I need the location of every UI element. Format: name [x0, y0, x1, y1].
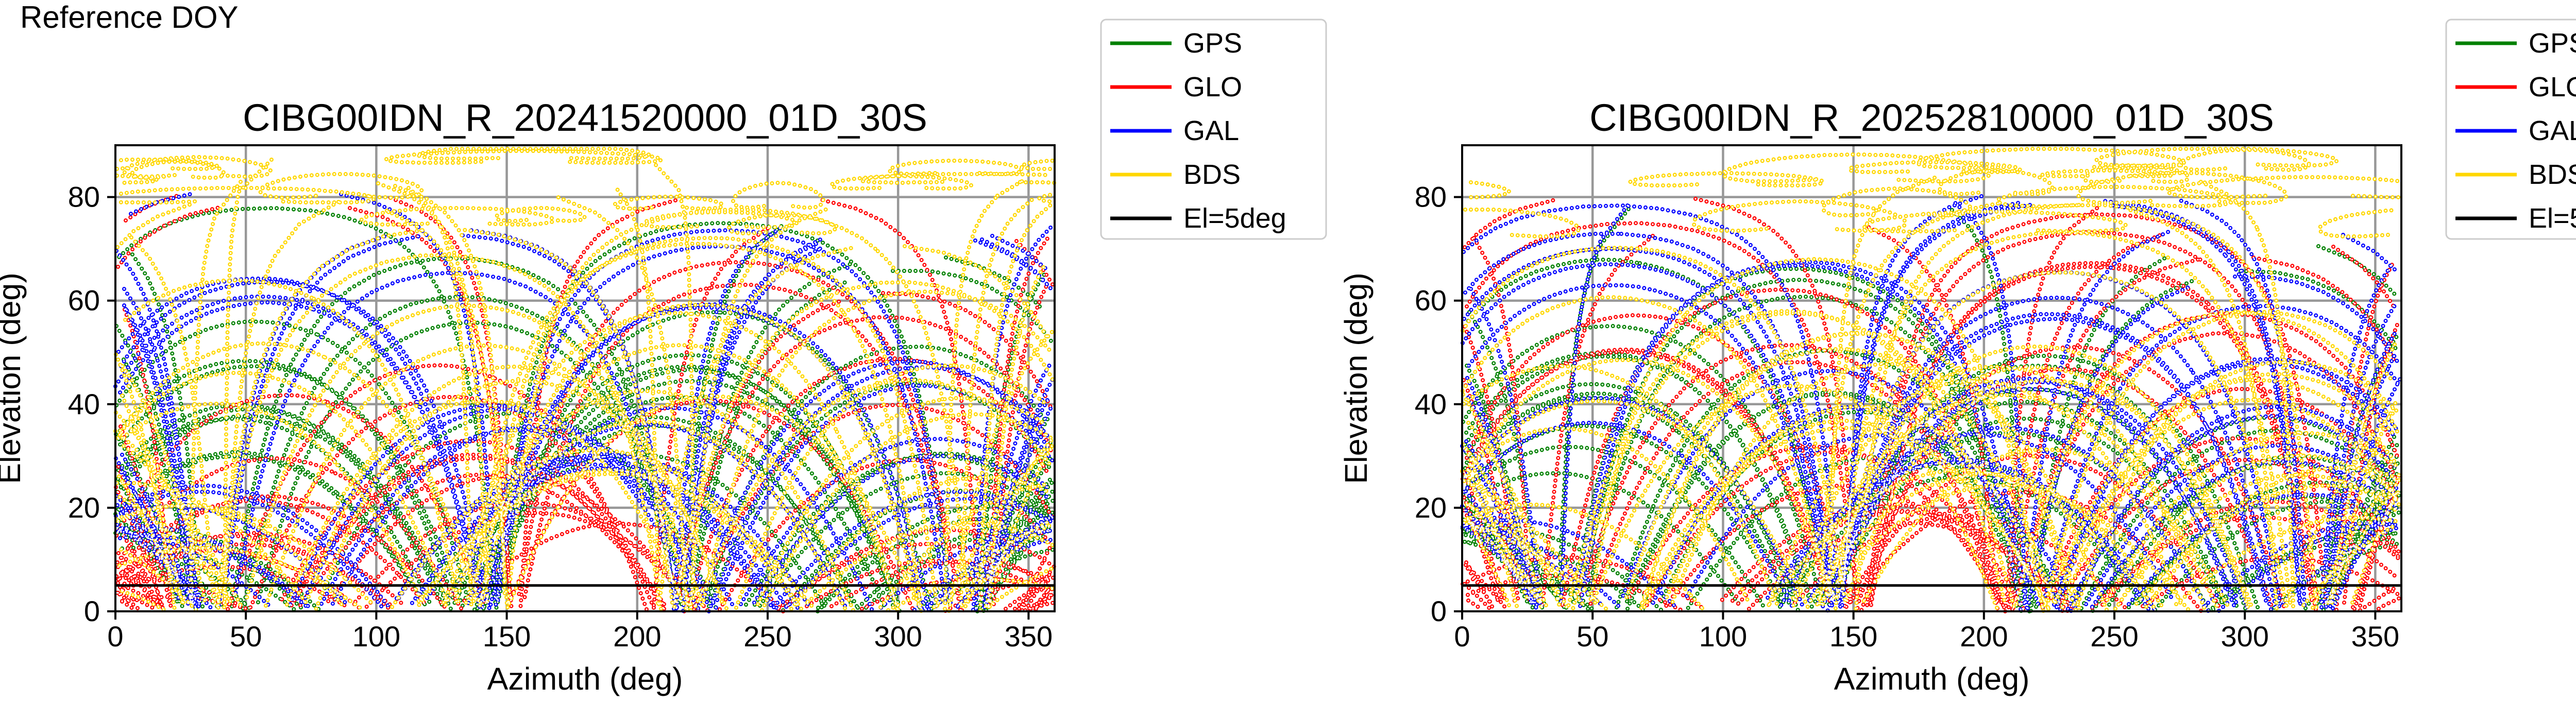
svg-text:GLO: GLO — [1183, 72, 1242, 102]
svg-text:CIBG00IDN_R_20241520000_01D_30: CIBG00IDN_R_20241520000_01D_30S — [243, 96, 927, 139]
svg-text:150: 150 — [1829, 620, 1877, 653]
svg-text:60: 60 — [68, 284, 100, 317]
svg-text:GAL: GAL — [2529, 115, 2576, 146]
svg-text:100: 100 — [1699, 620, 1747, 653]
svg-text:200: 200 — [1960, 620, 2008, 653]
svg-text:El=5deg: El=5deg — [1183, 203, 1286, 234]
svg-text:0: 0 — [1454, 620, 1470, 653]
svg-text:20: 20 — [68, 491, 100, 524]
svg-text:250: 250 — [743, 620, 791, 653]
svg-text:150: 150 — [483, 620, 531, 653]
svg-text:BDS: BDS — [2529, 159, 2576, 190]
svg-text:Azimuth (deg): Azimuth (deg) — [1834, 661, 2030, 696]
svg-text:20: 20 — [1415, 491, 1447, 524]
svg-text:El=5deg: El=5deg — [2529, 203, 2576, 234]
svg-text:300: 300 — [874, 620, 922, 653]
svg-text:GPS: GPS — [2529, 28, 2576, 59]
svg-text:200: 200 — [613, 620, 661, 653]
svg-text:BDS: BDS — [1183, 159, 1241, 190]
svg-text:40: 40 — [68, 388, 100, 420]
svg-text:0: 0 — [1431, 595, 1447, 627]
svg-text:250: 250 — [2090, 620, 2138, 653]
svg-text:350: 350 — [1005, 620, 1053, 653]
svg-text:60: 60 — [1415, 284, 1447, 317]
svg-text:80: 80 — [1415, 181, 1447, 213]
svg-text:0: 0 — [107, 620, 123, 653]
svg-text:CIBG00IDN_R_20252810000_01D_30: CIBG00IDN_R_20252810000_01D_30S — [1589, 96, 2274, 139]
svg-text:Reference DOY: Reference DOY — [20, 0, 239, 35]
svg-text:50: 50 — [1577, 620, 1608, 653]
svg-text:100: 100 — [352, 620, 400, 653]
svg-text:50: 50 — [230, 620, 262, 653]
svg-text:Elevation (deg): Elevation (deg) — [0, 272, 27, 484]
svg-text:0: 0 — [84, 595, 100, 627]
svg-text:350: 350 — [2351, 620, 2399, 653]
svg-text:40: 40 — [1415, 388, 1447, 420]
svg-text:Elevation (deg): Elevation (deg) — [1338, 272, 1374, 484]
svg-text:GPS: GPS — [1183, 28, 1242, 59]
svg-text:GAL: GAL — [1183, 115, 1239, 146]
svg-text:GLO: GLO — [2529, 72, 2576, 102]
svg-text:80: 80 — [68, 181, 100, 213]
svg-text:300: 300 — [2221, 620, 2268, 653]
svg-text:Azimuth (deg): Azimuth (deg) — [487, 661, 683, 696]
